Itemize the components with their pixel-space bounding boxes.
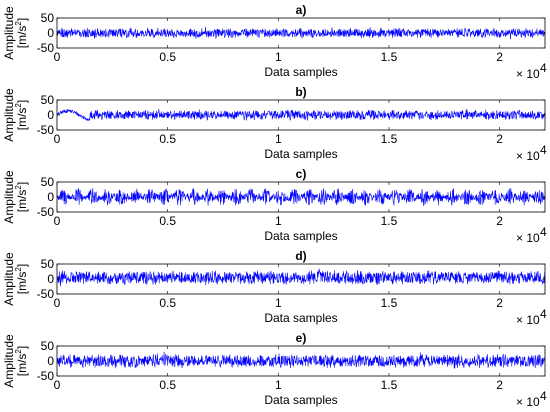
y-unit-base: [m/s: [15, 108, 29, 131]
x-tick-label: 0.5: [159, 214, 176, 228]
y-axis-unit: [m/s2]: [14, 18, 29, 48]
x-tick-label: 2: [496, 132, 503, 146]
y-axis-unit: [m/s2]: [14, 100, 29, 130]
y-tick-label: -50: [37, 205, 55, 219]
x-tick-label: 0.5: [159, 378, 176, 392]
x-multiplier-exponent: 4: [540, 307, 547, 321]
x-tick-label: 1.5: [381, 214, 398, 228]
panel-title: a): [296, 3, 307, 17]
y-tick-label: 50: [41, 339, 55, 353]
x-multiplier-exponent: 4: [540, 143, 547, 157]
x-tick-label: 1: [275, 378, 282, 392]
y-unit-exponent: 2: [14, 349, 23, 354]
x-multiplier-exponent: 4: [540, 61, 547, 75]
x-tick-label: 0: [54, 50, 61, 64]
y-tick-label: 0: [47, 26, 54, 40]
x-tick-label: 0.5: [159, 50, 176, 64]
y-axis-label: Amplitude: [2, 170, 16, 224]
x-tick-label: 1: [275, 50, 282, 64]
y-axis-unit: [m/s2]: [14, 182, 29, 212]
y-tick-label: 50: [41, 93, 55, 107]
y-unit-exponent: 2: [14, 185, 23, 190]
x-tick-label: 1: [275, 132, 282, 146]
y-unit-close: ]: [15, 264, 29, 267]
x-tick-label: 2: [496, 378, 503, 392]
signal-trace: [56, 26, 546, 40]
y-unit-exponent: 2: [14, 103, 23, 108]
x-tick-label: 1: [275, 214, 282, 228]
y-axis-label: Amplitude: [2, 252, 16, 306]
y-unit-close: ]: [15, 182, 29, 185]
y-tick-label: 0: [47, 272, 54, 286]
y-unit-base: [m/s: [15, 26, 29, 49]
y-unit-close: ]: [15, 346, 29, 349]
y-axis-unit: [m/s2]: [14, 264, 29, 294]
x-tick-label: 2: [496, 50, 503, 64]
y-axis-label: Amplitude: [2, 88, 16, 142]
y-tick-label: 50: [41, 175, 55, 189]
y-unit-base: [m/s: [15, 354, 29, 377]
y-unit-exponent: 2: [14, 21, 23, 26]
y-tick-label: 50: [41, 11, 55, 25]
signal-trace: [56, 268, 546, 287]
y-tick-label: -50: [37, 41, 55, 55]
y-tick-label: -50: [37, 123, 55, 137]
x-multiplier-exponent: 4: [540, 389, 547, 403]
x-tick-label: 1.5: [381, 50, 398, 64]
x-multiplier-exponent: 4: [540, 225, 547, 239]
x-axis-label: Data samples: [264, 65, 337, 79]
x-multiplier: × 10: [516, 231, 540, 245]
panel-title: b): [295, 85, 306, 99]
x-tick-label: 1.5: [381, 378, 398, 392]
y-axis-label: Amplitude: [2, 334, 16, 388]
x-tick-label: 0: [54, 378, 61, 392]
y-tick-label: -50: [37, 369, 55, 383]
panel-title: e): [296, 331, 307, 345]
x-axis-label: Data samples: [264, 229, 337, 243]
x-axis-label: Data samples: [264, 393, 337, 407]
y-unit-close: ]: [15, 18, 29, 21]
x-tick-label: 0: [54, 132, 61, 146]
signal-trace: [56, 188, 546, 206]
x-tick-label: 0: [54, 214, 61, 228]
y-tick-label: 50: [41, 257, 55, 271]
x-axis-label: Data samples: [264, 311, 337, 325]
y-tick-label: 0: [47, 108, 54, 122]
x-tick-label: 1.5: [381, 296, 398, 310]
x-tick-label: 0: [54, 296, 61, 310]
x-axis-label: Data samples: [264, 147, 337, 161]
panel-title: c): [296, 167, 307, 181]
x-multiplier: × 10: [516, 149, 540, 163]
x-tick-label: 1: [275, 296, 282, 310]
x-tick-label: 0.5: [159, 132, 176, 146]
x-tick-label: 1.5: [381, 132, 398, 146]
y-axis-label: Amplitude: [2, 6, 16, 60]
y-unit-base: [m/s: [15, 190, 29, 213]
x-tick-label: 2: [496, 214, 503, 228]
x-tick-label: 0.5: [159, 296, 176, 310]
y-unit-base: [m/s: [15, 272, 29, 295]
y-tick-label: -50: [37, 287, 55, 301]
y-tick-label: 0: [47, 190, 54, 204]
x-multiplier: × 10: [516, 313, 540, 327]
signal-trace: [56, 108, 546, 122]
x-tick-label: 2: [496, 296, 503, 310]
y-axis-unit: [m/s2]: [14, 346, 29, 376]
x-multiplier: × 10: [516, 395, 540, 409]
panel-title: d): [295, 249, 306, 263]
signal-trace: [56, 351, 546, 369]
y-tick-label: 0: [47, 354, 54, 368]
y-unit-exponent: 2: [14, 267, 23, 272]
x-multiplier: × 10: [516, 67, 540, 81]
y-unit-close: ]: [15, 100, 29, 103]
